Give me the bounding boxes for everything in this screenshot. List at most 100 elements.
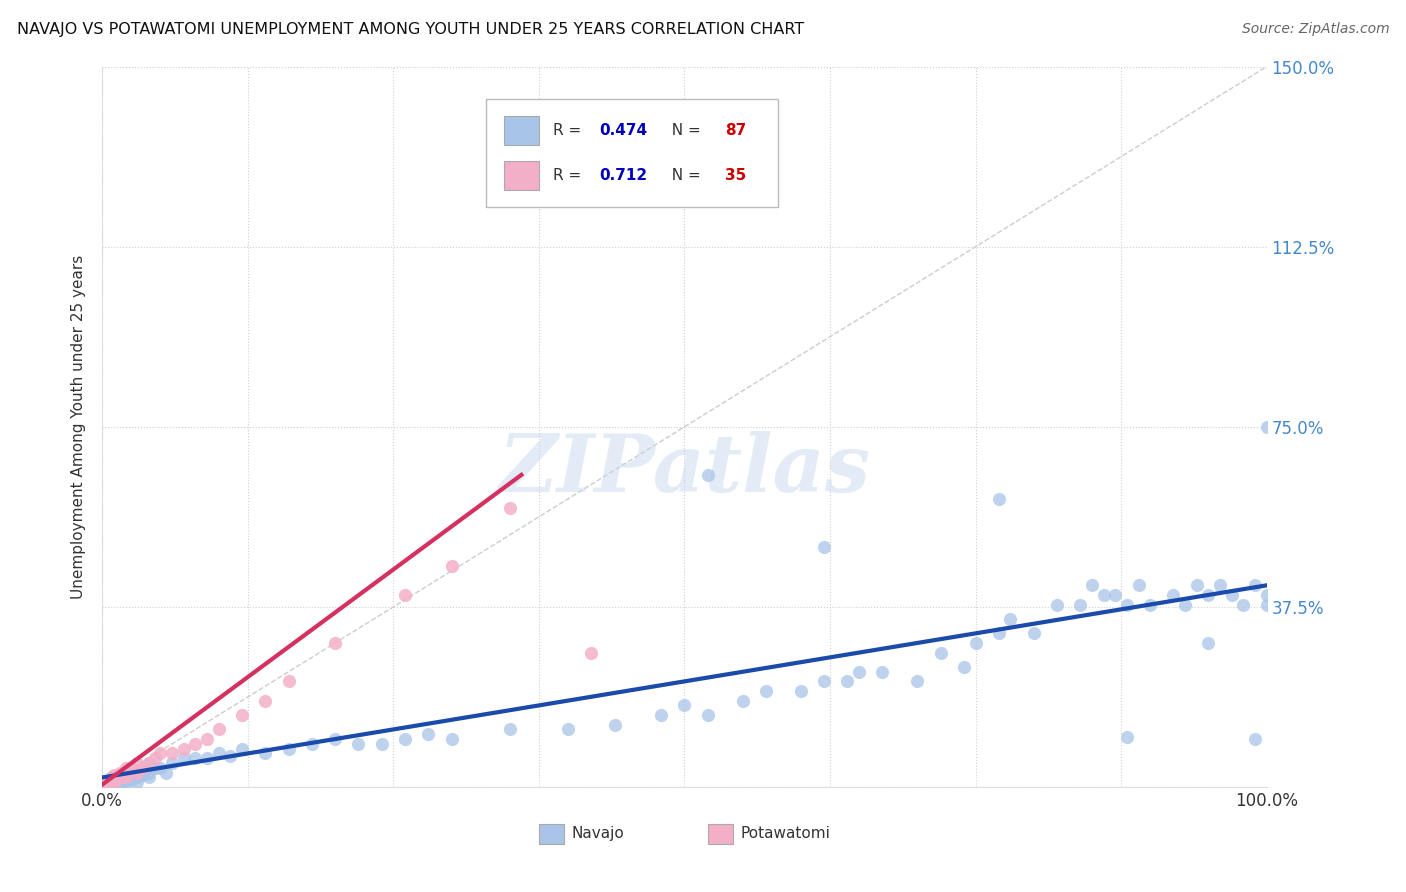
Point	[1022, 626, 1045, 640]
Point	[1185, 578, 1208, 592]
Point	[114, 775, 136, 789]
Point	[184, 737, 207, 751]
Point	[103, 772, 125, 787]
Point	[195, 732, 218, 747]
Point	[1256, 420, 1278, 434]
Point	[120, 772, 142, 787]
Bar	[707, 824, 734, 844]
Point	[160, 756, 183, 770]
Point	[394, 588, 416, 602]
Point	[97, 775, 120, 789]
Point	[1197, 636, 1219, 650]
Text: 0.474: 0.474	[599, 123, 648, 138]
Text: 87: 87	[725, 123, 747, 138]
Bar	[503, 117, 538, 145]
Point	[673, 698, 696, 713]
Point	[1116, 730, 1139, 744]
Point	[1256, 588, 1278, 602]
Point	[731, 693, 754, 707]
Point	[108, 765, 131, 780]
Point	[100, 771, 122, 785]
Point	[97, 775, 120, 789]
Point	[138, 771, 160, 785]
Point	[277, 674, 299, 689]
Point	[1163, 588, 1185, 602]
Point	[143, 751, 166, 765]
Point	[231, 708, 253, 723]
Point	[208, 747, 231, 761]
Text: Source: ZipAtlas.com: Source: ZipAtlas.com	[1241, 22, 1389, 37]
Point	[98, 772, 121, 787]
Point	[987, 491, 1010, 506]
Point	[155, 765, 177, 780]
Point	[1069, 598, 1091, 612]
Point	[1232, 598, 1254, 612]
Point	[1174, 598, 1197, 612]
Point	[105, 772, 128, 787]
Point	[108, 771, 131, 785]
Point	[138, 756, 160, 770]
Point	[929, 646, 952, 660]
Point	[160, 747, 183, 761]
Point	[254, 693, 277, 707]
Point	[499, 501, 522, 516]
Point	[905, 674, 928, 689]
Point	[254, 747, 277, 761]
Point	[1116, 598, 1139, 612]
FancyBboxPatch shape	[486, 99, 778, 207]
Point	[132, 768, 155, 782]
Point	[650, 708, 672, 723]
Point	[1128, 578, 1150, 592]
Point	[1081, 578, 1104, 592]
Point	[1139, 598, 1161, 612]
Point	[103, 771, 125, 785]
Point	[696, 467, 718, 482]
Point	[813, 674, 835, 689]
Text: 35: 35	[725, 168, 747, 183]
Text: 0.712: 0.712	[599, 168, 648, 183]
Y-axis label: Unemployment Among Youth under 25 years: Unemployment Among Youth under 25 years	[72, 255, 86, 599]
Point	[112, 768, 135, 782]
Point	[953, 660, 976, 674]
Point	[149, 747, 172, 761]
Point	[138, 756, 160, 770]
Text: Navajo: Navajo	[571, 826, 624, 841]
Point	[440, 559, 463, 574]
Point	[132, 761, 155, 775]
Point	[195, 751, 218, 765]
Point	[987, 626, 1010, 640]
Point	[143, 761, 166, 775]
Point	[1244, 578, 1267, 592]
Point	[1220, 588, 1243, 602]
Point	[755, 684, 778, 698]
Point	[965, 636, 987, 650]
Point	[114, 765, 136, 780]
Point	[848, 665, 870, 679]
Point	[117, 765, 139, 780]
Point	[394, 732, 416, 747]
Point	[127, 775, 149, 789]
Point	[105, 772, 128, 787]
Point	[103, 775, 125, 789]
Point	[231, 741, 253, 756]
Point	[114, 768, 136, 782]
Text: R =: R =	[553, 123, 586, 138]
Point	[790, 684, 813, 698]
Point	[418, 727, 440, 741]
Point	[347, 737, 370, 751]
Point	[1104, 588, 1126, 602]
Point	[1197, 588, 1219, 602]
Point	[1256, 598, 1278, 612]
Text: Potawatomi: Potawatomi	[741, 826, 830, 841]
Point	[499, 723, 522, 737]
Point	[114, 771, 136, 785]
Point	[149, 761, 172, 775]
Point	[127, 765, 149, 780]
Point	[100, 771, 122, 785]
Point	[108, 775, 131, 789]
Point	[127, 765, 149, 780]
Point	[603, 717, 626, 731]
Point	[219, 748, 242, 763]
Point	[277, 741, 299, 756]
Point	[173, 751, 195, 765]
